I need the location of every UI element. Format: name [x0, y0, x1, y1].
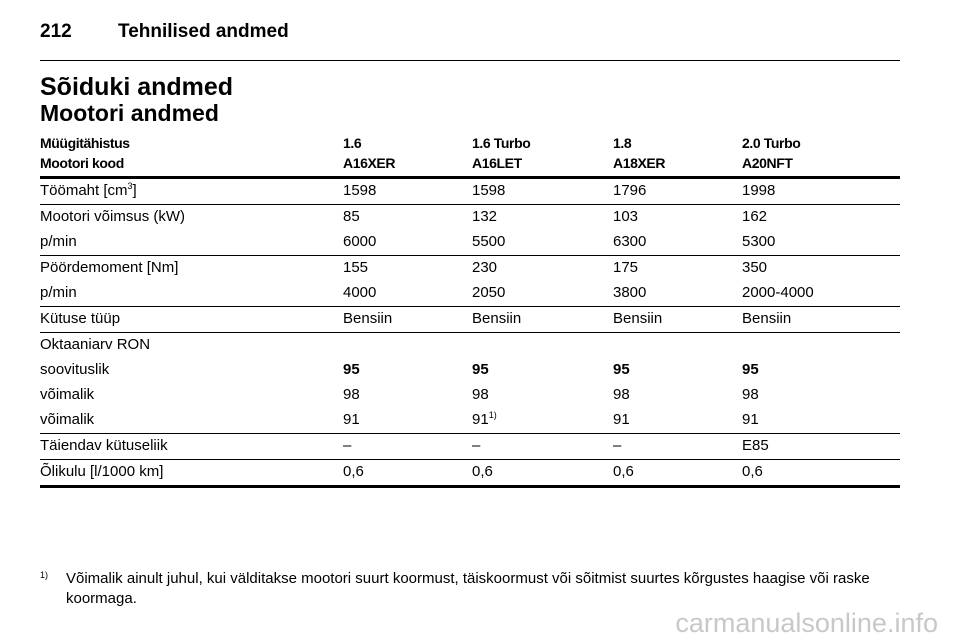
table-cell: Bensiin	[343, 310, 393, 327]
table-cell: Oktaaniarv RON	[40, 336, 151, 353]
table-cell: 1796	[613, 182, 647, 199]
footnote-marker: 1)	[40, 570, 49, 580]
table-cell: 98	[613, 386, 630, 403]
table-cell: A16XER	[343, 155, 396, 171]
table-cell: võimalik	[40, 386, 95, 403]
table-rule	[40, 485, 900, 488]
table-cell: 0,6	[343, 463, 364, 480]
table-rule	[40, 176, 900, 179]
subtitle: Mootori andmed	[40, 100, 219, 126]
table-cell: 230	[472, 259, 498, 276]
title: Sõiduki andmed	[40, 73, 234, 101]
table-cell: 132	[472, 208, 498, 225]
table-cell: A20NFT	[742, 155, 793, 171]
table-cell: –	[343, 437, 352, 454]
cell-text: Töömaht [cm	[40, 182, 128, 199]
header-rule	[40, 60, 900, 61]
table-cell: 85	[343, 208, 360, 225]
table-cell: –	[472, 437, 481, 454]
footnote: Võimalik ainult juhul, kui välditakse mo…	[66, 570, 870, 607]
table-cell: Õlikulu [l/1000 km]	[40, 463, 164, 480]
superscript: 3	[127, 181, 133, 191]
table-cell: E85	[742, 437, 769, 454]
table-cell: soovituslik	[40, 361, 110, 378]
table-cell: 91	[742, 411, 759, 428]
table-rule	[40, 459, 900, 460]
table-rule	[40, 433, 900, 434]
table-cell: 0,6	[613, 463, 634, 480]
table-cell: 1.6 Turbo	[472, 135, 531, 151]
table-cell: 5300	[742, 233, 776, 250]
table-cell: 6000	[343, 233, 377, 250]
table-cell: 911)	[472, 407, 497, 432]
table-cell: Täiendav kütuseliik	[40, 437, 168, 454]
table-cell: 3800	[613, 284, 647, 301]
section-title: Tehnilised andmed	[118, 21, 289, 42]
table-rule	[40, 204, 900, 205]
table-cell: 1598	[343, 182, 377, 199]
table-cell: Müügitähistus	[40, 135, 130, 151]
table-cell: 91	[343, 411, 360, 428]
table-cell: 162	[742, 208, 768, 225]
table-cell: Mootori kood	[40, 155, 124, 171]
table-cell: 350	[742, 259, 768, 276]
table-cell: 1.6	[343, 135, 362, 151]
table-cell: p/min	[40, 284, 77, 301]
table-cell: 175	[613, 259, 639, 276]
table-cell: Kütuse tüüp	[40, 310, 121, 327]
watermark: carmanualsonline.info	[675, 608, 938, 638]
table-cell: 103	[613, 208, 639, 225]
cell-text: 91	[472, 411, 489, 428]
cell-text: 95	[343, 361, 360, 378]
table-cell: 2.0 Turbo	[742, 135, 801, 151]
table-cell: A16LET	[472, 155, 522, 171]
table-cell: 91	[613, 411, 630, 428]
table-cell: 0,6	[472, 463, 493, 480]
table-cell: 0,6	[742, 463, 763, 480]
table-cell: 2050	[472, 284, 506, 301]
table-cell: 95	[472, 357, 489, 382]
table-cell: A18XER	[613, 155, 666, 171]
table-cell: Bensiin	[472, 310, 522, 327]
cell-text: 95	[613, 361, 630, 378]
table-cell: 2000-4000	[742, 284, 814, 301]
table-rule	[40, 255, 900, 256]
table-cell: võimalik	[40, 411, 95, 428]
table-cell: 1.8	[613, 135, 632, 151]
table-cell: Töömaht [cm3]	[40, 178, 137, 203]
table-cell: 95	[742, 357, 759, 382]
cell-text: 95	[472, 361, 489, 378]
table-cell: 1598	[472, 182, 506, 199]
table-cell: 98	[472, 386, 489, 403]
page-number: 212	[40, 21, 72, 42]
table-cell: 95	[613, 357, 630, 382]
table-cell: Bensiin	[613, 310, 663, 327]
table-cell: 6300	[613, 233, 647, 250]
table-cell: 1998	[742, 182, 776, 199]
table-cell: 155	[343, 259, 369, 276]
table-cell: Pöördemoment [Nm]	[40, 259, 179, 276]
table-cell: 5500	[472, 233, 506, 250]
table-cell: –	[613, 437, 622, 454]
table-cell: p/min	[40, 233, 77, 250]
table-cell: 98	[742, 386, 759, 403]
table-cell: Mootori võimsus (kW)	[40, 208, 186, 225]
table-cell: 4000	[343, 284, 377, 301]
table-cell: 98	[343, 386, 360, 403]
table-rule	[40, 306, 900, 307]
superscript: 1)	[488, 410, 497, 420]
table-cell: Bensiin	[742, 310, 792, 327]
cell-text: 95	[742, 361, 759, 378]
cell-text: ]	[132, 182, 137, 199]
table-cell: 95	[343, 357, 360, 382]
table-rule	[40, 332, 900, 333]
